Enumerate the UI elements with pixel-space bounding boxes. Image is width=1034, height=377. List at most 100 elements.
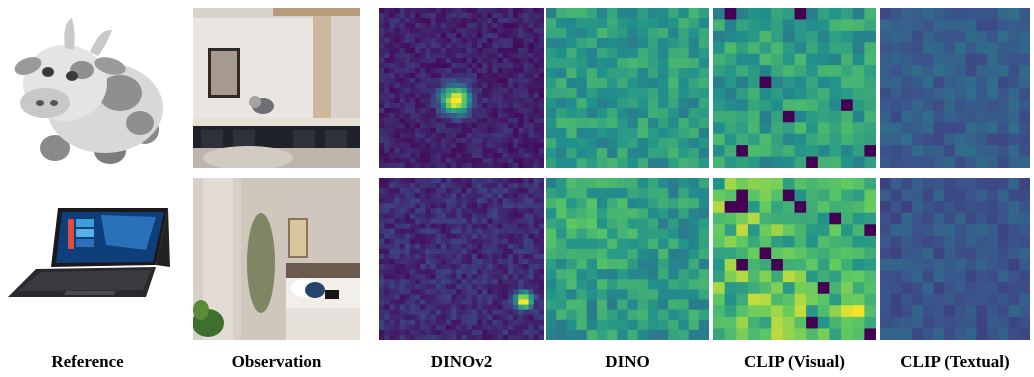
- heatmap-cell: [576, 138, 588, 149]
- heatmap-cell: [759, 178, 772, 191]
- heatmap-cell: [394, 73, 401, 79]
- heatmap-cell: [456, 223, 463, 230]
- heatmap-cell: [637, 289, 649, 301]
- heatmap-cell: [890, 178, 903, 191]
- heatmap-cell: [576, 28, 588, 39]
- heatmap-cell: [518, 8, 524, 14]
- heatmap-cell: [430, 238, 437, 245]
- heatmap-cell: [502, 329, 509, 336]
- heatmap-cell: [523, 73, 530, 79]
- heatmap-cell: [759, 201, 772, 214]
- heatmap-cell: [425, 264, 432, 270]
- heatmap-cell: [533, 63, 540, 69]
- heatmap-cell: [409, 309, 416, 316]
- heatmap-cell: [880, 88, 892, 101]
- heatmap-cell: [528, 93, 535, 99]
- heatmap-cell: [556, 329, 567, 340]
- heatmap-cell: [841, 133, 854, 146]
- heatmap-cell: [852, 133, 865, 146]
- heatmap-cell: [482, 98, 488, 104]
- heatmap-cell: [817, 65, 831, 78]
- heatmap-cell: [513, 309, 519, 316]
- heatmap-cell: [518, 68, 524, 74]
- heatmap-cell: [944, 201, 956, 214]
- heatmap-cell: [647, 309, 659, 321]
- heatmap-cell: [492, 123, 499, 129]
- heatmap-cell: [420, 68, 427, 74]
- heatmap-cell: [404, 223, 411, 230]
- heatmap-cell: [922, 65, 935, 78]
- heatmap-cell: [482, 248, 488, 255]
- heatmap-cell: [944, 212, 956, 225]
- heatmap-cell: [513, 264, 519, 270]
- heatmap-cell: [379, 274, 385, 280]
- heatmap-cell: [528, 218, 535, 225]
- heatmap-cell: [497, 28, 504, 34]
- heatmap-cell: [487, 143, 494, 149]
- heatmap-cell: [528, 233, 535, 240]
- heatmap-cell: [596, 28, 608, 39]
- heatmap-cell: [533, 289, 540, 296]
- heatmap-cell: [771, 53, 784, 66]
- heatmap-cell: [627, 138, 639, 149]
- heatmap-cell: [415, 93, 421, 99]
- heatmap-cell: [678, 178, 690, 189]
- heatmap-cell: [461, 238, 468, 245]
- heatmap-cell: [456, 83, 463, 89]
- heatmap-cell: [912, 305, 924, 318]
- heatmap-cell: [513, 63, 519, 69]
- heatmap-cell: [523, 28, 530, 34]
- heatmap-cell: [841, 328, 854, 340]
- heatmap-cell: [384, 93, 390, 99]
- heatmap-cell: [556, 48, 567, 59]
- heatmap-cell: [440, 188, 447, 194]
- heatmap-cell: [461, 118, 468, 124]
- heatmap-cell: [596, 248, 608, 260]
- heatmap-cell: [451, 309, 457, 316]
- heatmap-cell: [546, 128, 557, 139]
- heatmap-cell: [451, 218, 457, 225]
- heatmap-cell: [456, 98, 463, 104]
- heatmap-cell: [955, 328, 967, 340]
- heatmap-cell: [440, 193, 447, 199]
- heatmap-cell: [394, 279, 401, 285]
- heatmap-cell: [456, 93, 463, 99]
- heatmap-cell: [507, 284, 514, 290]
- heatmap-cell: [456, 153, 463, 159]
- heatmap-cell: [384, 33, 390, 39]
- heatmap-cell: [440, 183, 447, 189]
- heatmap-cell: [976, 19, 988, 32]
- heatmap-cell: [586, 259, 598, 270]
- heatmap-cell: [507, 138, 514, 144]
- heatmap-cell: [880, 65, 892, 78]
- heatmap-cell: [747, 189, 761, 202]
- heatmap-cell: [476, 48, 483, 54]
- heatmap-cell: [513, 108, 519, 114]
- heatmap-cell: [471, 108, 478, 114]
- heatmap-cell: [678, 198, 690, 209]
- heatmap-cell: [566, 68, 578, 79]
- heatmap-cell: [922, 76, 935, 89]
- heatmap-cell: [471, 309, 478, 316]
- heatmap-cell: [678, 218, 690, 230]
- heatmap-cell: [471, 133, 478, 139]
- heatmap-cell: [379, 18, 385, 24]
- heatmap-cell: [806, 212, 819, 225]
- heatmap-cell: [487, 309, 494, 316]
- heatmap-cell: [901, 88, 913, 101]
- heatmap-cell: [446, 113, 452, 119]
- heatmap-cell: [586, 188, 598, 199]
- heatmap-cell: [794, 270, 807, 283]
- heatmap-cell: [513, 324, 519, 331]
- heatmap-cell: [668, 188, 680, 199]
- heatmap-cell: [556, 279, 567, 290]
- heatmap-cell: [759, 110, 772, 123]
- heatmap-cell: [430, 123, 437, 129]
- heatmap-cell: [507, 279, 514, 285]
- heatmap-cell: [430, 98, 437, 104]
- heatmap-cell: [747, 30, 761, 43]
- heatmap-cell: [461, 83, 468, 89]
- heatmap-cell: [576, 299, 588, 311]
- heatmap-cell: [864, 212, 876, 225]
- heatmap-cell: [389, 233, 396, 240]
